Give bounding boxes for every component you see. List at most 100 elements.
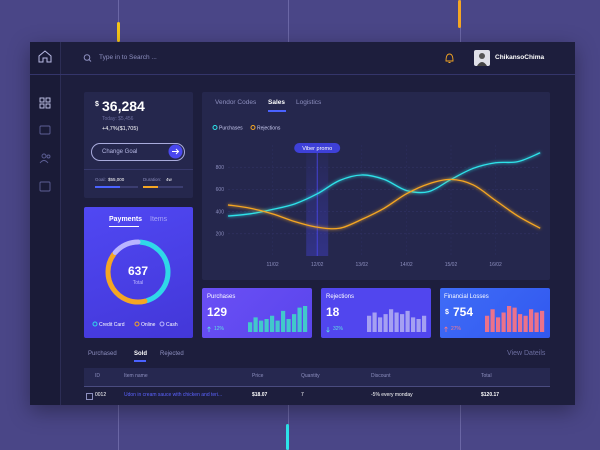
table-cell: 7 <box>301 392 304 398</box>
tab[interactable]: Vendor Codes <box>215 99 257 106</box>
down-arrow <box>326 327 330 333</box>
table-tab-active[interactable]: Sold <box>134 351 147 357</box>
mini-bar <box>400 314 405 332</box>
users-icon[interactable] <box>39 153 51 164</box>
stat-title: Rejections <box>326 294 355 300</box>
currency: $ <box>445 309 449 316</box>
column-header: Discount <box>371 373 391 379</box>
goal-value: $55,000 <box>108 177 125 182</box>
mini-bar <box>253 317 258 332</box>
stat-value: 18 <box>326 305 340 319</box>
mini-bar <box>411 317 416 332</box>
x-tick-label: 15/02 <box>445 262 458 268</box>
column-header: ID <box>95 373 100 379</box>
legend-dot <box>134 321 140 327</box>
x-tick-label: 12/02 <box>311 262 324 268</box>
duration-progress <box>143 186 158 188</box>
y-tick-label: 200 <box>216 232 225 238</box>
tab-active[interactable]: Payments <box>109 216 143 223</box>
goal-label: Goal: <box>95 177 106 182</box>
line-series <box>227 178 541 230</box>
legend-label: Credit Card <box>99 322 125 328</box>
tab-active[interactable]: Sales <box>268 99 285 106</box>
mini-bar <box>367 315 372 332</box>
goal-progress <box>95 186 120 188</box>
change-goal-button[interactable] <box>91 143 185 161</box>
search-input[interactable]: Type in to Search ... <box>99 54 157 61</box>
calendar-icon[interactable] <box>39 181 51 192</box>
mini-bar <box>372 312 377 332</box>
table-header <box>84 368 550 386</box>
tab[interactable]: Logistics <box>296 99 322 106</box>
mini-bar <box>394 312 399 332</box>
tab-underline <box>134 360 146 362</box>
table-tab[interactable]: Rejected <box>160 351 184 357</box>
button-arrow[interactable] <box>168 144 183 159</box>
column-header: Item name <box>124 373 148 379</box>
legend-label: Cash <box>166 322 178 328</box>
column-header: Price <box>252 373 264 379</box>
up-arrow <box>444 326 448 332</box>
deco-accent <box>117 22 120 42</box>
y-tick-label: 800 <box>216 165 225 171</box>
donut-total: 637 <box>128 264 148 278</box>
divider <box>84 169 193 170</box>
annotation-pill <box>294 143 341 153</box>
duration-value: 4w <box>166 177 172 182</box>
mini-bar <box>507 306 512 332</box>
button-label[interactable]: Change Goal <box>102 149 138 155</box>
x-tick-label: 13/02 <box>356 262 369 268</box>
legend-dot <box>250 125 256 130</box>
balance-amount: 36,284 <box>102 98 145 114</box>
mini-bar <box>416 319 421 332</box>
messages-icon[interactable] <box>39 125 51 135</box>
mini-bar <box>389 309 394 332</box>
legend-dot <box>159 321 165 327</box>
mini-bar <box>383 314 388 332</box>
mini-bar <box>529 309 534 332</box>
y-tick-label: 400 <box>216 209 225 215</box>
dashboard-icon[interactable] <box>39 97 51 109</box>
column-header: Quantity <box>301 373 320 379</box>
tab[interactable]: Items <box>150 216 168 223</box>
home-icon[interactable] <box>38 50 52 63</box>
currency: $ <box>95 101 99 108</box>
stat-title: Purchases <box>207 294 236 300</box>
username[interactable]: ChikansoChima <box>495 54 545 61</box>
up-arrow <box>207 326 211 332</box>
mini-bar <box>259 320 264 332</box>
tab-underline <box>109 226 139 227</box>
today: Today: $5,456 <box>102 116 134 122</box>
mini-bar <box>275 320 280 332</box>
mini-bar <box>523 315 528 332</box>
mini-bar <box>518 314 523 332</box>
row-checkbox[interactable] <box>86 393 93 400</box>
deco-accent <box>286 424 289 450</box>
mini-bar <box>286 319 291 332</box>
view-details-link[interactable]: View Dateils <box>507 350 546 357</box>
search-icon[interactable] <box>83 54 92 62</box>
stat-change: 27% <box>451 326 462 332</box>
mini-bar <box>490 309 495 332</box>
mini-bar <box>270 315 275 332</box>
x-tick-label: 14/02 <box>400 262 413 268</box>
duration-track <box>143 186 183 188</box>
donut-segment <box>112 239 141 255</box>
stat-change: 32% <box>333 326 344 332</box>
avatar-figure <box>477 62 487 66</box>
bell-icon[interactable] <box>445 53 454 63</box>
table-cell: $120.17 <box>481 392 500 398</box>
mini-bar <box>422 315 427 332</box>
payments-card <box>84 207 193 338</box>
y-tick-label: 600 <box>216 187 225 193</box>
sidebar <box>30 42 61 405</box>
legend-dot <box>212 125 218 130</box>
table-tab[interactable]: Purchased <box>88 351 117 357</box>
donut-segment <box>105 251 148 305</box>
table-cell: -5% every monday <box>371 392 413 398</box>
stat-value: 754 <box>453 305 474 319</box>
legend-label: Online <box>141 322 156 328</box>
duration-label: Duration: <box>143 177 162 182</box>
